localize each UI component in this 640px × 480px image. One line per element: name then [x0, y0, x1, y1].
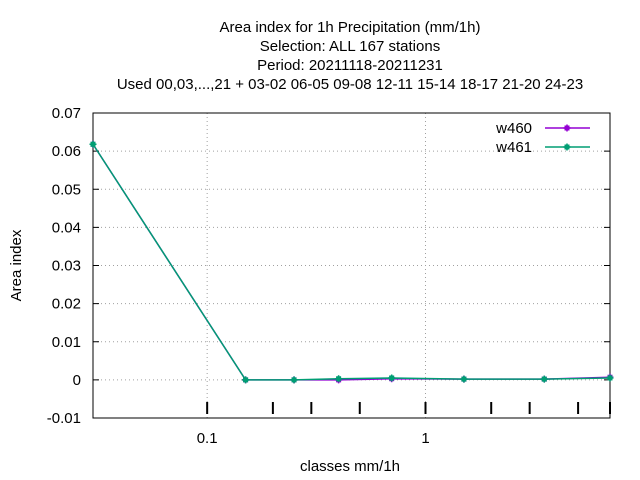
y-tick-label: 0 [73, 372, 81, 389]
x-tick-label: 1 [421, 430, 429, 447]
marker-box [461, 376, 467, 382]
y-tick-label: -0.01 [47, 410, 81, 427]
data-point-w461 [290, 376, 298, 384]
data-point-w461 [242, 376, 250, 384]
data-point-w461 [335, 375, 343, 383]
legend-label: w460 [495, 120, 532, 137]
x-tick-label: 0.1 [197, 430, 218, 447]
title-line: Used 00,03,...,21 + 03-02 06-05 09-08 12… [117, 76, 583, 93]
series-lines [89, 140, 614, 384]
y-axis-label: Area index [8, 229, 25, 301]
series-line-w461 [92, 143, 611, 381]
marker-box [389, 375, 395, 381]
y-tick-label: 0.07 [52, 105, 81, 122]
title-line: Selection: ALL 167 stations [260, 38, 440, 55]
marker-box [541, 376, 547, 382]
data-point-w461 [540, 375, 548, 383]
legend-label: w461 [495, 139, 532, 156]
marker-box [564, 125, 570, 131]
marker-box [607, 375, 613, 381]
data-point-w461 [606, 374, 614, 382]
legend: w460 w461 [495, 120, 590, 156]
y-tick-label: 0.01 [52, 334, 81, 351]
legend-marker [563, 124, 571, 132]
y-tick-label: 0.04 [52, 219, 81, 236]
marker-box [243, 377, 249, 383]
y-tick-label: 0.03 [52, 258, 81, 275]
x-axis-label: classes mm/1h [300, 458, 400, 475]
y-tick-label: 0.06 [52, 143, 81, 160]
data-point-w461 [460, 375, 468, 383]
marker-box [291, 377, 297, 383]
marker-box [564, 144, 570, 150]
grid-lines [93, 113, 610, 418]
chart-title: Area index for 1h Precipitation (mm/1h) S… [117, 19, 583, 93]
axis-ticks: 0.07 0.06 0.05 0.04 0.03 0.02 0.01 0 -0.01 0.1 1 [47, 105, 611, 447]
y-tick-label: 0.02 [52, 296, 81, 313]
marker-box [336, 376, 342, 382]
plot-frame [92, 112, 611, 419]
data-point-w461 [89, 140, 97, 148]
legend-marker [563, 143, 571, 151]
title-line: Area index for 1h Precipitation (mm/1h) [220, 19, 481, 36]
title-line: Period: 20211118-20211231 [257, 57, 443, 74]
y-tick-label: 0.05 [52, 181, 81, 198]
series-line-w460 [92, 143, 611, 381]
data-point-w461 [388, 374, 396, 382]
marker-box [90, 141, 96, 147]
